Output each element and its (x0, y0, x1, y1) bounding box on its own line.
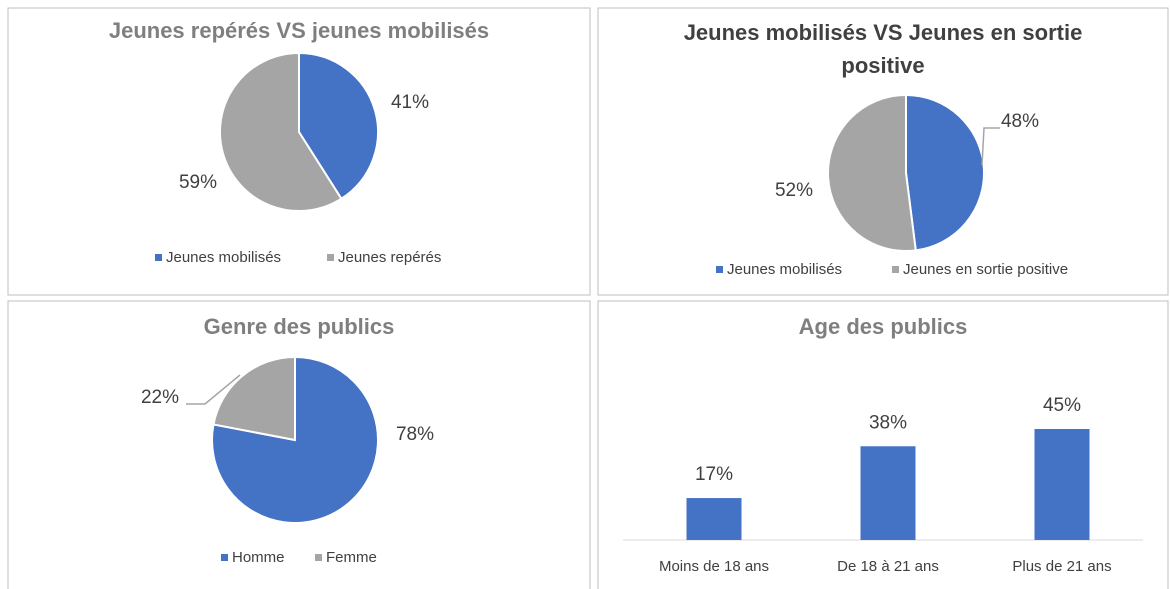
bar (1034, 429, 1090, 540)
data-label: 38% (869, 412, 907, 433)
x-tick-label: Plus de 21 ans (1012, 558, 1111, 575)
panel (597, 300, 1169, 589)
legend-marker (327, 254, 334, 261)
leader-line (981, 127, 1000, 166)
legend-label: Jeunes mobilisés (727, 261, 842, 278)
x-tick-label: Moins de 18 ans (659, 558, 769, 575)
bar (686, 498, 742, 540)
legend-label: Jeunes en sortie positive (903, 261, 1068, 278)
legend-marker (716, 266, 723, 273)
legend-marker (892, 266, 899, 273)
legend-label: Jeunes repérés (338, 249, 441, 266)
data-label: 59% (179, 172, 217, 193)
chart-title: Genre des publics (203, 314, 395, 339)
chart-title: Jeunes mobilisés VS Jeunes en sortie pos… (683, 20, 1083, 78)
legend-label: Jeunes mobilisés (166, 249, 281, 266)
data-label: 22% (141, 387, 179, 408)
data-label: 17% (695, 464, 733, 485)
title-box: Genre des publics (203, 314, 395, 339)
leader-line (186, 374, 241, 405)
data-label: 78% (396, 424, 434, 445)
pie-slice (212, 355, 296, 442)
legend-label: Femme (326, 549, 377, 566)
chart-title: Age des publics (798, 314, 968, 339)
bar (860, 446, 916, 540)
legend-marker (155, 254, 162, 261)
x-tick-label: De 18 à 21 ans (837, 558, 939, 575)
pie-slice (905, 93, 985, 252)
panel (7, 7, 591, 296)
chart-title: Jeunes repérés VS jeunes mobilisés (108, 18, 490, 43)
data-label: 45% (1043, 395, 1081, 416)
title-box: Age des publics (798, 314, 968, 339)
data-label: 41% (391, 92, 429, 113)
title-box: Jeunes mobilisés VS Jeunes en sortie pos… (683, 20, 1083, 78)
legend-marker (315, 554, 322, 561)
pie-slice (211, 355, 379, 524)
title-box: Jeunes repérés VS jeunes mobilisés (108, 18, 490, 43)
data-label: 52% (775, 180, 813, 201)
panel (597, 7, 1169, 296)
data-label: 48% (1001, 111, 1039, 132)
pie-slice (827, 93, 917, 252)
legend-label: Homme (232, 549, 285, 566)
legend-marker (221, 554, 228, 561)
pie-slice (219, 51, 343, 212)
panel (7, 300, 591, 589)
